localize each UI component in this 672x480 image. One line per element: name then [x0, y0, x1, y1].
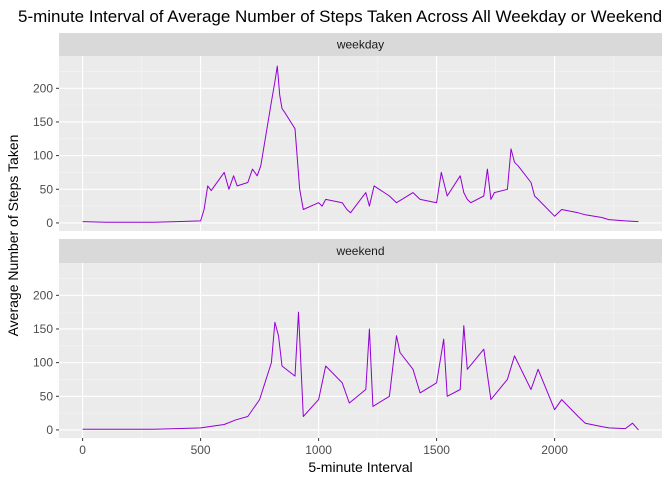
series-line-weekday	[82, 65, 639, 223]
chart-title: 5-minute Interval of Average Number of S…	[18, 7, 662, 26]
y-tick-label: 200	[33, 288, 53, 302]
strip-background	[59, 33, 662, 56]
y-tick-label: 50	[40, 182, 54, 196]
y-tick-label: 200	[33, 81, 53, 95]
y-tick-label: 100	[33, 149, 53, 163]
y-tick-label: 0	[46, 423, 53, 437]
y-axis-title: Average Number of Steps Taken	[5, 135, 21, 337]
panel-background	[59, 263, 662, 438]
strip-label: weekday	[336, 38, 384, 52]
y-tick-label: 0	[46, 216, 53, 230]
x-tick-label: 0	[79, 443, 86, 457]
y-tick-label: 50	[40, 389, 54, 403]
x-tick-label: 1500	[423, 443, 450, 457]
x-axis: 0 500 1000 1500 2000	[79, 438, 568, 457]
series-line-weekend	[82, 311, 639, 431]
x-tick-label: 500	[191, 443, 211, 457]
y-tick-label: 150	[33, 322, 53, 336]
x-axis-title: 5-minute Interval	[308, 459, 412, 475]
strip-background	[59, 239, 662, 263]
chart-panels: weekday 0 50 100 150 200 weekend 0 50 100 150 200	[33, 33, 662, 438]
strip-label: weekend	[335, 244, 384, 258]
x-tick-label: 1000	[305, 443, 332, 457]
panel-weekday: weekday 0 50 100 150 200	[33, 33, 662, 231]
panel-background	[59, 56, 662, 231]
y-tick-label: 150	[33, 115, 53, 129]
x-tick-label: 2000	[541, 443, 568, 457]
panel-weekend: weekend 0 50 100 150 200	[33, 239, 662, 438]
y-tick-label: 100	[33, 356, 53, 370]
